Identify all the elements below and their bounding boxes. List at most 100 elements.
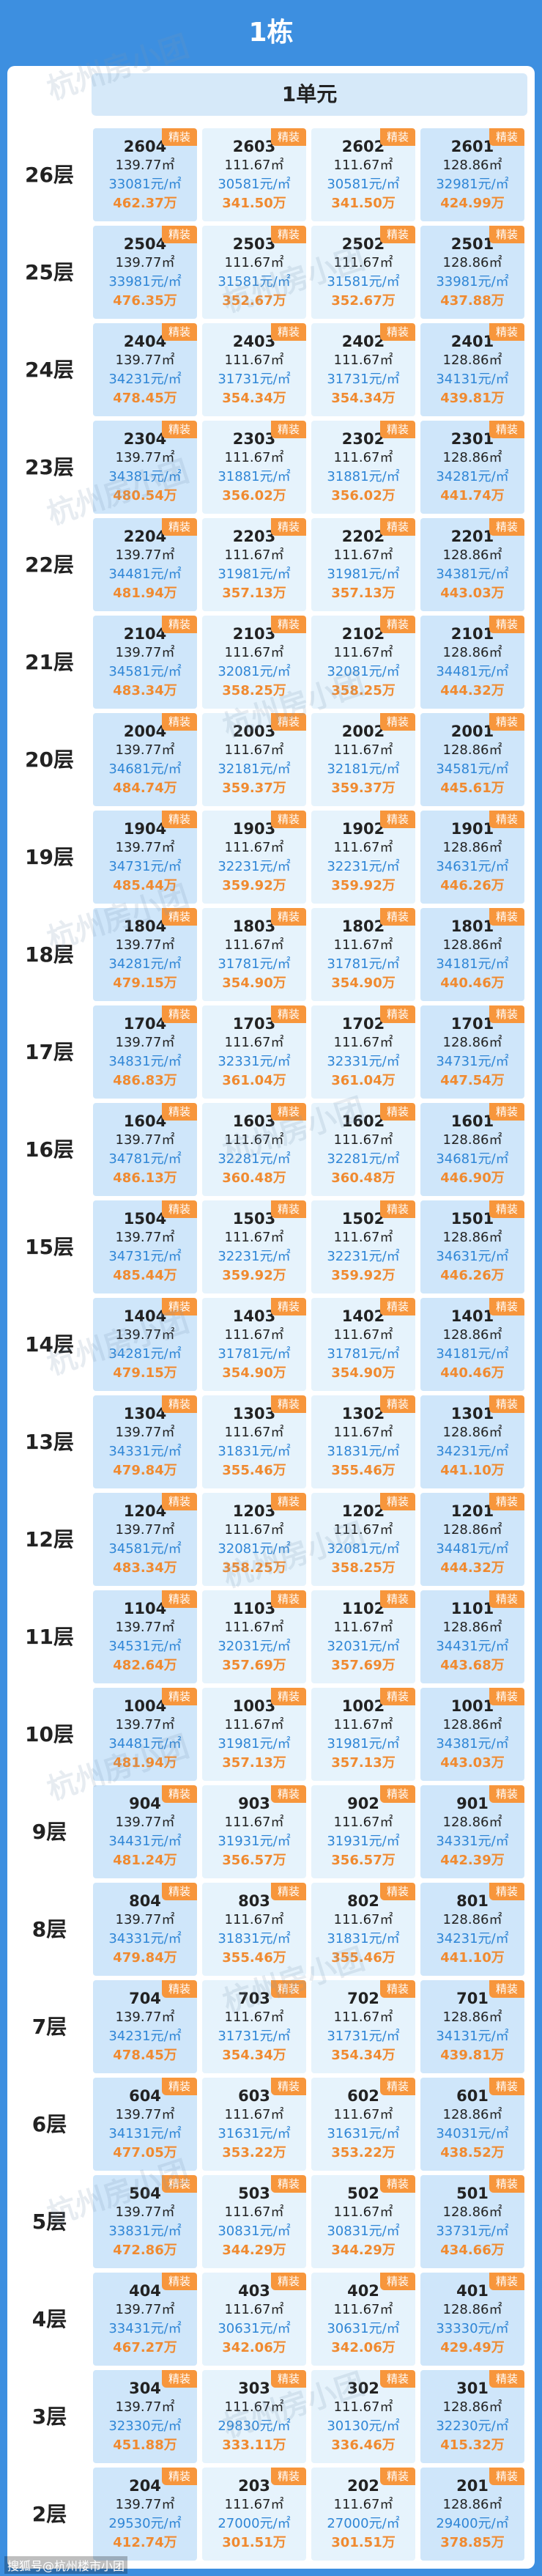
unit-cell: 精装 2304 139.77㎡ 34381元/㎡ 480.54万: [93, 421, 197, 514]
unit-cell: 精装 1902 111.67㎡ 32231元/㎡ 359.92万: [311, 811, 415, 904]
room-number: 201: [456, 2477, 489, 2495]
total-price: 357.69万: [331, 1658, 396, 1673]
room-number: 1302: [341, 1405, 385, 1422]
total-price: 451.88万: [113, 2437, 177, 2453]
badge: 精装: [380, 1493, 415, 1510]
badge: 精装: [162, 323, 197, 341]
room-number: 1304: [123, 1405, 167, 1422]
badge: 精装: [271, 1103, 306, 1121]
unit-cell: 精装 1101 128.86㎡ 34431元/㎡ 443.68万: [420, 1590, 524, 1683]
total-price: 441.10万: [440, 1950, 505, 1966]
unit-cell: 精装 2003 111.67㎡ 32181元/㎡ 359.37万: [202, 713, 306, 806]
badge: 精装: [380, 421, 415, 438]
unit-price: 32331元/㎡: [327, 1054, 400, 1069]
area: 128.86㎡: [442, 255, 502, 270]
area: 139.77㎡: [115, 1425, 175, 1440]
badge: 精装: [162, 1395, 197, 1413]
area: 111.67㎡: [224, 255, 284, 270]
room-number: 1704: [123, 1015, 167, 1033]
unit-price: 34731元/㎡: [108, 1249, 182, 1264]
badge: 精装: [162, 1883, 197, 1900]
badge: 精装: [162, 1590, 197, 1608]
total-price: 415.32万: [440, 2437, 505, 2453]
badge: 精装: [271, 908, 306, 926]
area: 128.86㎡: [442, 1912, 502, 1927]
total-price: 356.02万: [331, 488, 396, 503]
badge: 精装: [162, 2468, 197, 2485]
room-number: 502: [347, 2185, 379, 2202]
unit-cell: 精装 502 111.67㎡ 30831元/㎡ 344.29万: [311, 2175, 415, 2268]
total-price: 483.34万: [113, 1560, 177, 1576]
badge: 精装: [380, 518, 415, 536]
total-price: 360.48万: [331, 1170, 396, 1186]
badge: 精装: [489, 1980, 524, 1998]
unit-cell: 精装 203 111.67㎡ 27000元/㎡ 301.51万: [202, 2468, 306, 2561]
unit-cell: 精装 1004 139.77㎡ 34481元/㎡ 481.94万: [93, 1688, 197, 1781]
room-number: 704: [129, 1990, 161, 2007]
unit-cell: 精装 802 111.67㎡ 31831元/㎡ 355.46万: [311, 1883, 415, 1976]
unit-price: 34331元/㎡: [436, 1834, 509, 1849]
area: 128.86㎡: [442, 1717, 502, 1732]
area: 111.67㎡: [224, 547, 284, 563]
area: 139.77㎡: [115, 353, 175, 368]
total-price: 358.25万: [331, 1560, 396, 1576]
badge: 精装: [162, 226, 197, 243]
room-number: 601: [456, 2087, 489, 2105]
area: 139.77㎡: [115, 742, 175, 758]
room-number: 2301: [450, 430, 494, 448]
total-price: 352.67万: [222, 293, 286, 309]
badge: 精装: [271, 1688, 306, 1705]
badge: 精装: [380, 226, 415, 243]
unit-cell: 精装 601 128.86㎡ 34031元/㎡ 438.52万: [420, 2078, 524, 2171]
badge: 精装: [380, 2273, 415, 2290]
area: 128.86㎡: [442, 1522, 502, 1538]
unit-cell: 精装 1502 111.67㎡ 32231元/㎡ 359.92万: [311, 1200, 415, 1293]
room-number: 1601: [450, 1112, 494, 1130]
room-number: 1404: [123, 1307, 167, 1325]
total-price: 378.85万: [440, 2535, 505, 2550]
room-number: 1502: [341, 1210, 385, 1228]
room-number: 204: [129, 2477, 161, 2495]
unit-price: 31831元/㎡: [327, 1931, 400, 1946]
area: 111.67㎡: [333, 547, 393, 563]
total-price: 355.46万: [331, 1463, 396, 1478]
unit-price: 34231元/㎡: [108, 372, 182, 387]
unit-price: 32031元/㎡: [218, 1639, 291, 1654]
total-price: 484.74万: [113, 780, 177, 796]
unit-cell: 精装 901 128.86㎡ 34331元/㎡ 442.39万: [420, 1785, 524, 1878]
total-price: 354.90万: [331, 1365, 396, 1381]
total-price: 481.94万: [113, 1755, 177, 1771]
floor-label: 21层: [25, 650, 74, 674]
area: 139.77㎡: [115, 1717, 175, 1732]
unit-cell: 精装 202 111.67㎡ 27000元/㎡ 301.51万: [311, 2468, 415, 2561]
unit-cell: 精装 1702 111.67㎡ 32331元/㎡ 361.04万: [311, 1005, 415, 1099]
total-price: 354.34万: [331, 2048, 396, 2063]
floor-label: 3层: [31, 2405, 67, 2429]
area: 111.67㎡: [333, 1717, 393, 1732]
unit-cell: 精装 2104 139.77㎡ 34581元/㎡ 483.34万: [93, 616, 197, 709]
area: 139.77㎡: [115, 547, 175, 563]
unit-cell: 精装 704 139.77㎡ 34231元/㎡ 478.45万: [93, 1980, 197, 2073]
badge: 精装: [380, 1200, 415, 1218]
unit-cell: 精装 403 111.67㎡ 30631元/㎡ 342.06万: [202, 2273, 306, 2366]
badge: 精装: [162, 1200, 197, 1218]
unit-cell: 精装 1203 111.67㎡ 32081元/㎡ 358.25万: [202, 1493, 306, 1586]
floor-label: 15层: [25, 1235, 74, 1259]
room-number: 403: [238, 2282, 270, 2300]
total-price: 354.90万: [331, 975, 396, 991]
unit-cell: 精装 1701 128.86㎡ 34731元/㎡ 447.54万: [420, 1005, 524, 1099]
unit-price: 33731元/㎡: [436, 2223, 509, 2239]
badge: 精装: [380, 2468, 415, 2485]
badge: 精装: [380, 713, 415, 731]
total-price: 434.66万: [440, 2243, 505, 2258]
area: 139.77㎡: [115, 2204, 175, 2220]
floor-label: 4层: [31, 2307, 67, 2331]
room-number: 302: [347, 2380, 379, 2397]
floor-label: 18层: [25, 942, 74, 967]
area: 128.86㎡: [442, 2497, 502, 2512]
badge: 精装: [271, 1590, 306, 1608]
badge: 精装: [271, 616, 306, 633]
unit-price: 33081元/㎡: [108, 177, 182, 192]
unit-price: 34181元/㎡: [436, 1346, 509, 1362]
